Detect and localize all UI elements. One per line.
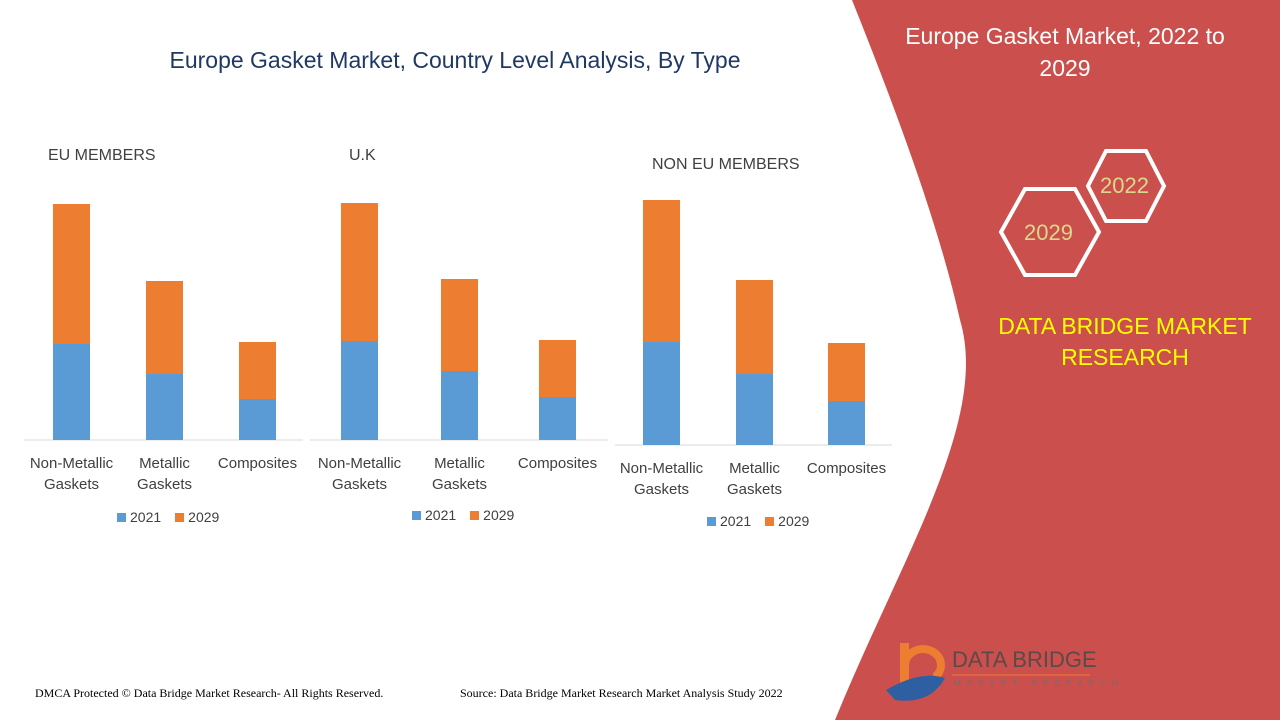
chart-title: NON EU MEMBERS bbox=[652, 156, 800, 173]
hexagon-2022-icon bbox=[1085, 149, 1167, 223]
bar-2029-non-metallic-gaskets bbox=[53, 204, 90, 344]
hex-label-2029: 2029 bbox=[1024, 220, 1073, 245]
bar-2021-non-metallic-gaskets bbox=[53, 344, 90, 440]
category-label: Non-Metallic Gaskets bbox=[29, 455, 114, 493]
legend-swatch bbox=[412, 511, 421, 520]
legend-label: 2029 bbox=[778, 513, 810, 529]
page-title: Europe Gasket Market, Country Level Anal… bbox=[169, 47, 741, 73]
source-text: Source: Data Bridge Market Research Mark… bbox=[460, 686, 783, 700]
legend-swatch bbox=[765, 517, 775, 526]
panel-title: Europe Gasket Market, 2022 to 2029 bbox=[905, 23, 1225, 81]
bar-2021-metallic-gaskets bbox=[736, 374, 773, 445]
legend-item-2029: 2029 bbox=[470, 507, 514, 523]
category-label: Composites bbox=[517, 455, 598, 472]
legend-label: 2021 bbox=[130, 509, 162, 525]
bar-2029-composites bbox=[828, 343, 865, 401]
chart-legend: 2021 2029 bbox=[117, 509, 219, 525]
bar-2029-composites bbox=[539, 340, 576, 397]
legend-swatch bbox=[470, 511, 480, 520]
category-label: Composites bbox=[217, 455, 298, 472]
bar-2021-metallic-gaskets bbox=[441, 371, 478, 440]
legend-item-2029: 2029 bbox=[175, 509, 219, 525]
brand-name: DATA BRIDGE MARKET RESEARCH bbox=[998, 313, 1252, 370]
legend-item-2021: 2021 bbox=[117, 509, 161, 525]
legend-swatch bbox=[175, 513, 185, 522]
chart-legend: 2021 2029 bbox=[412, 507, 514, 523]
logo-icon bbox=[886, 643, 945, 701]
bar-2029-composites bbox=[239, 342, 276, 399]
legend-item-2029: 2029 bbox=[765, 513, 809, 529]
legend-swatch bbox=[117, 513, 126, 522]
legend-label: 2029 bbox=[483, 507, 515, 523]
logo-subtext: MARKET RESEARCH bbox=[954, 679, 1124, 688]
category-label: Metallic Gaskets bbox=[726, 460, 783, 498]
bar-2029-metallic-gaskets bbox=[441, 279, 478, 371]
category-label: Non-Metallic Gaskets bbox=[317, 455, 402, 493]
category-label: Metallic Gaskets bbox=[136, 455, 193, 493]
bar-2021-composites bbox=[539, 397, 576, 440]
legend-swatch bbox=[707, 517, 716, 526]
legend-label: 2021 bbox=[720, 513, 752, 529]
hexagon-2029-icon bbox=[998, 187, 1102, 277]
bar-2021-non-metallic-gaskets bbox=[341, 341, 378, 440]
chart-title: EU MEMBERS bbox=[48, 147, 156, 164]
bar-2029-metallic-gaskets bbox=[146, 281, 183, 374]
logo-text: DATA BRIDGE bbox=[952, 647, 1097, 672]
legend-label: 2029 bbox=[188, 509, 220, 525]
legend-label: 2021 bbox=[425, 507, 457, 523]
legend-item-2021: 2021 bbox=[707, 513, 751, 529]
hex-label-2022: 2022 bbox=[1100, 173, 1149, 198]
category-label: Metallic Gaskets bbox=[431, 455, 488, 493]
chart-legend: 2021 2029 bbox=[707, 513, 809, 529]
chart-title: U.K bbox=[349, 147, 376, 164]
copyright-text: DMCA Protected © Data Bridge Market Rese… bbox=[35, 686, 384, 700]
category-label: Composites bbox=[806, 460, 887, 477]
legend-item-2021: 2021 bbox=[412, 507, 456, 523]
bar-2021-composites bbox=[828, 401, 865, 445]
bar-2029-metallic-gaskets bbox=[736, 280, 773, 374]
bar-2021-metallic-gaskets bbox=[146, 374, 183, 440]
bar-2029-non-metallic-gaskets bbox=[341, 203, 378, 341]
bar-2021-non-metallic-gaskets bbox=[643, 342, 680, 445]
bar-2021-composites bbox=[239, 399, 276, 440]
bar-2029-non-metallic-gaskets bbox=[643, 200, 680, 342]
category-label: Non-Metallic Gaskets bbox=[619, 460, 704, 498]
side-panel-bg bbox=[835, 0, 1280, 720]
